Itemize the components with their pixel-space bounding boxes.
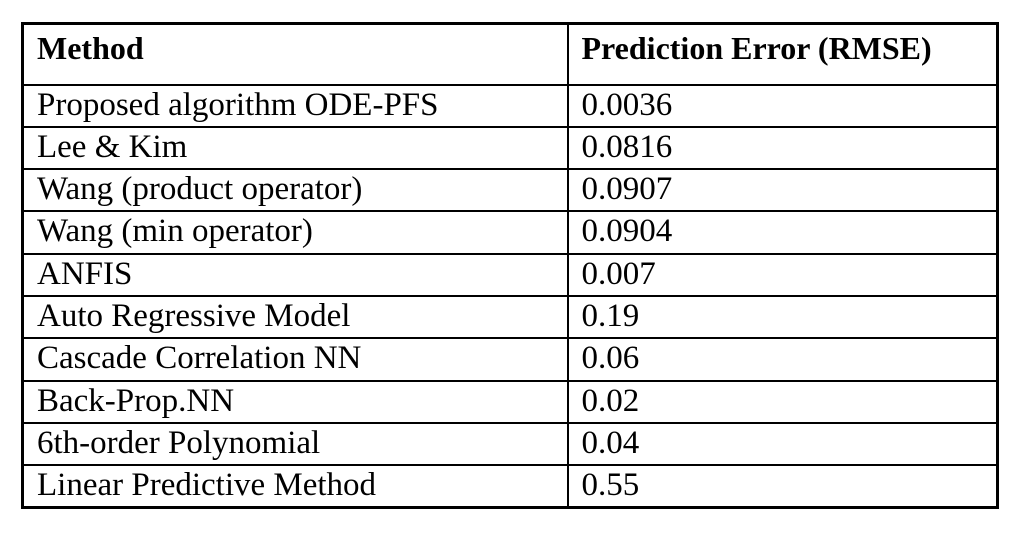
- header-row: Method Prediction Error (RMSE): [21, 22, 999, 86]
- rmse-cell: 0.04: [566, 421, 999, 467]
- method-cell: Lee & Kim: [21, 125, 569, 171]
- rmse-cell: 0.0904: [566, 210, 999, 255]
- table-row: Wang (product operator) 0.0907: [21, 168, 999, 213]
- table-row: Lee & Kim 0.0816: [21, 125, 999, 171]
- rmse-cell: 0.0816: [566, 125, 999, 171]
- rmse-cell: 0.0036: [566, 83, 999, 128]
- rmse-cell: 0.55: [566, 464, 999, 509]
- method-cell: Auto Regressive Model: [21, 294, 569, 340]
- rmse-cell: 0.06: [566, 337, 999, 382]
- table-header: Method Prediction Error (RMSE): [21, 22, 999, 86]
- table-row: Cascade Correlation NN 0.06: [21, 337, 999, 382]
- table-row: 6th-order Polynomial 0.04: [21, 421, 999, 467]
- table-row: Back-Prop.NN 0.02: [21, 379, 999, 424]
- table-row: Auto Regressive Model 0.19: [21, 294, 999, 340]
- table-row: ANFIS 0.007: [21, 252, 999, 297]
- method-cell: ANFIS: [21, 252, 569, 297]
- results-table: Method Prediction Error (RMSE) Proposed …: [21, 22, 999, 510]
- method-cell: 6th-order Polynomial: [21, 421, 569, 467]
- column-header-rmse: Prediction Error (RMSE): [566, 22, 999, 86]
- method-cell: Back-Prop.NN: [21, 379, 569, 424]
- rmse-cell: 0.0907: [566, 168, 999, 213]
- table-body: Proposed algorithm ODE-PFS 0.0036 Lee & …: [21, 83, 999, 509]
- table-row: Linear Predictive Method 0.55: [21, 464, 999, 509]
- method-cell: Linear Predictive Method: [21, 464, 569, 509]
- method-cell: Proposed algorithm ODE-PFS: [21, 83, 569, 128]
- column-header-method: Method: [21, 22, 569, 86]
- method-cell: Wang (product operator): [21, 168, 569, 213]
- results-table-container: Method Prediction Error (RMSE) Proposed …: [21, 22, 999, 510]
- method-cell: Wang (min operator): [21, 210, 569, 255]
- rmse-cell: 0.007: [566, 252, 999, 297]
- table-row: Proposed algorithm ODE-PFS 0.0036: [21, 83, 999, 128]
- method-cell: Cascade Correlation NN: [21, 337, 569, 382]
- rmse-cell: 0.02: [566, 379, 999, 424]
- rmse-cell: 0.19: [566, 294, 999, 340]
- table-row: Wang (min operator) 0.0904: [21, 210, 999, 255]
